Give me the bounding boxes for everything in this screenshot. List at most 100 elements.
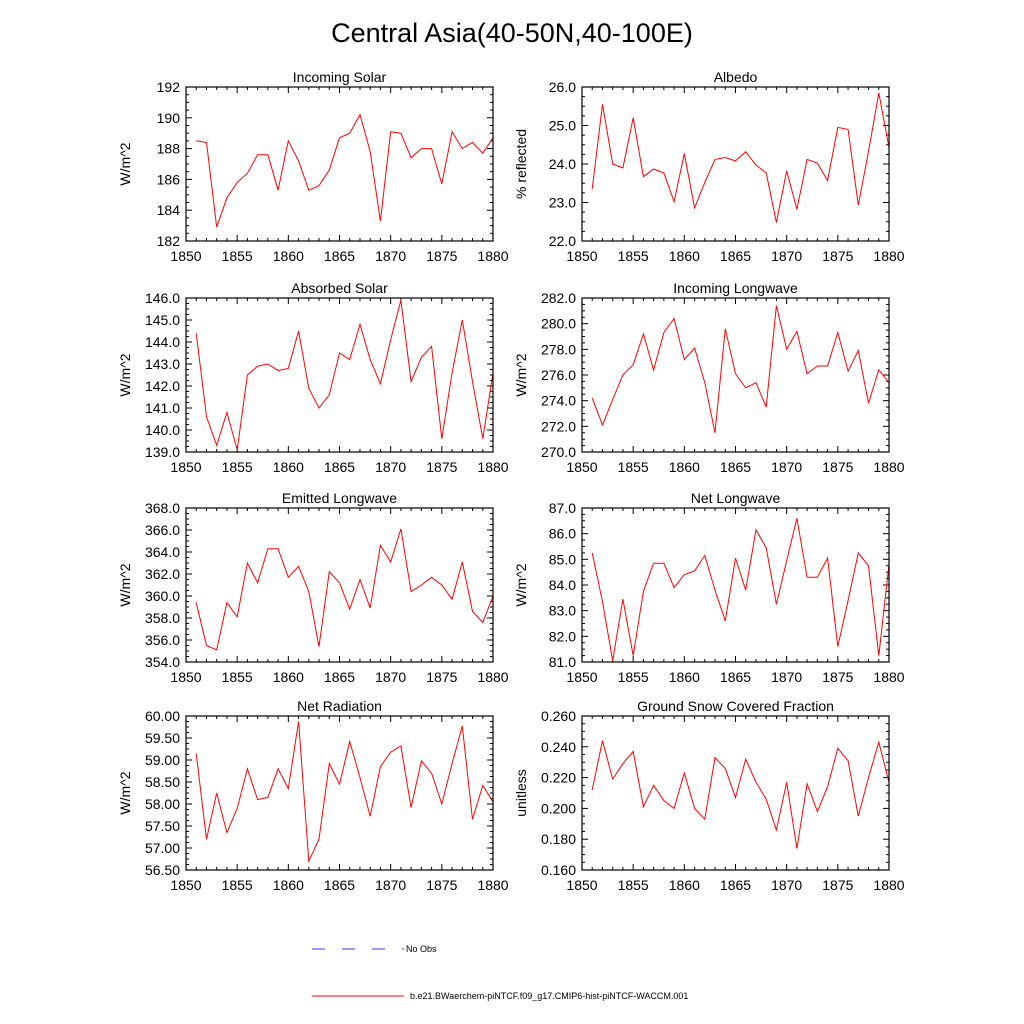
x-tick-label: 1875 (426, 877, 457, 893)
series-line (591, 740, 889, 849)
y-tick-label: 23.0 (549, 195, 576, 211)
plot-frame (185, 507, 494, 663)
panel-title: Albedo (714, 69, 758, 85)
chart-panel: Absorbed Solar W/m^2 1850 1855 1860 1865 1870 1… (117, 280, 509, 475)
y-tick-label: 83.0 (549, 603, 576, 619)
y-tick-label: 85.0 (549, 551, 576, 567)
plot-frame (581, 86, 890, 242)
y-tick-label: 145.0 (145, 312, 180, 328)
plot-frame (185, 715, 494, 871)
x-tick-label: 1870 (771, 459, 802, 475)
y-tick-label: 188 (157, 141, 181, 157)
y-axis-label: % reflected (513, 129, 529, 199)
x-tick-label: 1870 (375, 877, 406, 893)
y-tick-label: 146.0 (145, 290, 180, 306)
plot-frame (185, 297, 494, 453)
x-tick-label: 1880 (873, 669, 904, 685)
y-tick-label: 278.0 (541, 341, 576, 357)
y-tick-label: 362.0 (145, 566, 180, 582)
y-axis-label: W/m^2 (117, 771, 133, 814)
y-axis-label: unitless (513, 769, 529, 816)
x-tick-label: 1870 (375, 459, 406, 475)
y-axis-label: W/m^2 (513, 563, 529, 606)
series-line (195, 300, 493, 450)
x-tick-label: 1880 (873, 459, 904, 475)
y-tick-label: 0.240 (541, 739, 576, 755)
x-tick-label: 1855 (618, 877, 649, 893)
y-tick-label: 0.220 (541, 770, 576, 786)
x-tick-label: 1870 (771, 877, 802, 893)
y-tick-label: 143.0 (145, 356, 180, 372)
panel-title: Absorbed Solar (291, 280, 388, 296)
y-tick-label: 274.0 (541, 393, 576, 409)
x-tick-label: 1870 (771, 669, 802, 685)
series-line (591, 518, 889, 661)
x-tick-label: 1850 (170, 248, 201, 264)
x-tick-label: 1860 (273, 248, 304, 264)
x-tick-label: 1850 (170, 459, 201, 475)
x-tick-label: 1880 (477, 669, 508, 685)
panel-title: Incoming Solar (293, 69, 387, 85)
plot-frame (581, 297, 890, 453)
y-tick-label: 272.0 (541, 418, 576, 434)
y-tick-label: 0.260 (541, 708, 576, 724)
x-tick-label: 1860 (669, 669, 700, 685)
chart-panel: Net Radiation W/m^2 1850 1855 1860 1865 1870 18… (117, 698, 509, 893)
y-tick-label: 60.00 (145, 708, 180, 724)
y-tick-label: 186 (157, 171, 181, 187)
x-tick-label: 1850 (566, 877, 597, 893)
y-tick-label: 192 (157, 79, 181, 95)
y-tick-label: 141.0 (145, 400, 180, 416)
y-tick-label: 142.0 (145, 378, 180, 394)
x-tick-label: 1860 (669, 459, 700, 475)
x-tick-label: 1880 (873, 248, 904, 264)
x-tick-label: 1865 (324, 669, 355, 685)
legend-obs-label: No Obs (406, 944, 437, 954)
y-tick-label: 358.0 (145, 610, 180, 626)
x-tick-label: 1880 (477, 248, 508, 264)
x-tick-label: 1855 (618, 459, 649, 475)
panel-grid: Incoming Solar W/m^2 1850 1855 1860 1865 1870 1… (117, 69, 905, 893)
y-tick-label: 25.0 (549, 118, 576, 134)
x-tick-label: 1880 (477, 877, 508, 893)
legend: No Obs b.e21.BWaerchem-piNTCF.f09_g17.CM… (312, 944, 688, 1001)
chart-panel: Incoming Solar W/m^2 1850 1855 1860 1865 1870 1… (117, 69, 509, 264)
y-tick-label: 58.50 (145, 774, 180, 790)
x-tick-label: 1865 (720, 459, 751, 475)
y-axis-label: W/m^2 (117, 563, 133, 606)
y-axis-label: W/m^2 (117, 142, 133, 185)
x-tick-label: 1855 (222, 248, 253, 264)
x-tick-label: 1870 (771, 248, 802, 264)
y-tick-label: 366.0 (145, 522, 180, 538)
panel-title: Net Radiation (297, 698, 382, 714)
x-tick-label: 1875 (822, 248, 853, 264)
y-axis-label: W/m^2 (117, 353, 133, 396)
y-tick-label: 182 (157, 233, 181, 249)
panel-title: Emitted Longwave (282, 490, 397, 506)
y-tick-label: 0.180 (541, 831, 576, 847)
x-tick-label: 1865 (720, 248, 751, 264)
y-tick-label: 57.50 (145, 818, 180, 834)
y-tick-label: 0.160 (541, 862, 576, 878)
x-tick-label: 1870 (375, 669, 406, 685)
x-tick-label: 1865 (324, 248, 355, 264)
x-tick-label: 1860 (273, 459, 304, 475)
legend-model-label: b.e21.BWaerchem-piNTCF.f09_g17.CMIP6-his… (410, 991, 688, 1001)
y-tick-label: 22.0 (549, 233, 576, 249)
series-line (591, 92, 889, 223)
x-tick-label: 1855 (222, 877, 253, 893)
x-tick-label: 1855 (222, 669, 253, 685)
y-tick-label: 270.0 (541, 444, 576, 460)
panel-title: Ground Snow Covered Fraction (637, 698, 834, 714)
y-tick-label: 354.0 (145, 654, 180, 670)
x-tick-label: 1860 (669, 877, 700, 893)
chart-panel: Incoming Longwave W/m^2 1850 1855 1860 1865 18… (513, 280, 905, 475)
x-tick-label: 1870 (375, 248, 406, 264)
y-tick-label: 282.0 (541, 290, 576, 306)
y-tick-label: 58.00 (145, 796, 180, 812)
plot-frame (581, 507, 890, 663)
x-tick-label: 1855 (618, 248, 649, 264)
x-tick-label: 1850 (566, 248, 597, 264)
x-tick-label: 1850 (170, 669, 201, 685)
